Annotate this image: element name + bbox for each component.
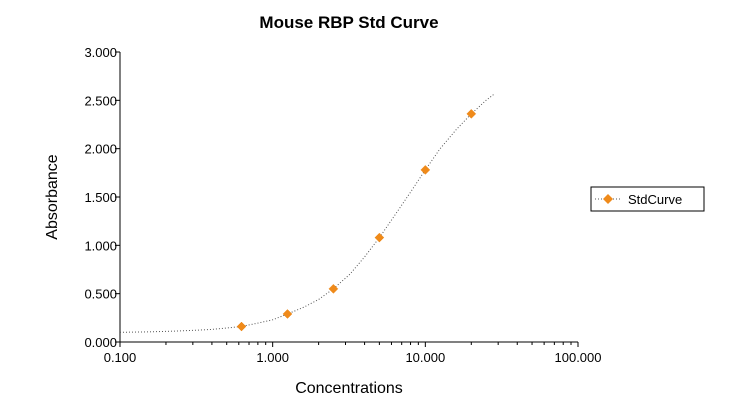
- y-tick-label: 2.500: [84, 93, 117, 108]
- fit-curve: [119, 94, 494, 333]
- data-point: [420, 165, 431, 175]
- y-tick-label: 3.000: [84, 45, 117, 60]
- data-point: [282, 309, 293, 319]
- axes: [115, 51, 579, 347]
- data-point: [236, 321, 247, 332]
- y-tick-label: 2.000: [84, 142, 117, 157]
- data-points: [236, 109, 477, 332]
- data-point: [328, 283, 339, 294]
- data-point: [374, 232, 385, 243]
- y-tick-label: 0.500: [84, 287, 117, 302]
- y-tick-label: 1.000: [84, 238, 117, 253]
- data-point: [466, 109, 477, 119]
- legend-label: StdCurve: [628, 192, 682, 207]
- x-tick-label: 10.000: [405, 350, 445, 365]
- legend: StdCurve: [590, 186, 705, 212]
- x-tick-label: 100.000: [555, 350, 602, 365]
- y-axis-label: Absorbance: [44, 154, 61, 239]
- tick-labels: 0.000 0.500 1.000 1.500 2.000 2.500 3.000 0.100…: [84, 45, 601, 365]
- legend-marker-diamond: [603, 194, 613, 204]
- x-tick-label: 1.000: [256, 350, 289, 365]
- chart-title: Mouse RBP Std Curve: [259, 13, 438, 32]
- x-axis-label: Concentrations: [295, 380, 403, 397]
- y-tick-label: 1.500: [84, 190, 117, 205]
- y-tick-label: 0.000: [84, 335, 117, 350]
- x-tick-label: 0.100: [104, 350, 137, 365]
- fit-curve-group: [119, 94, 494, 333]
